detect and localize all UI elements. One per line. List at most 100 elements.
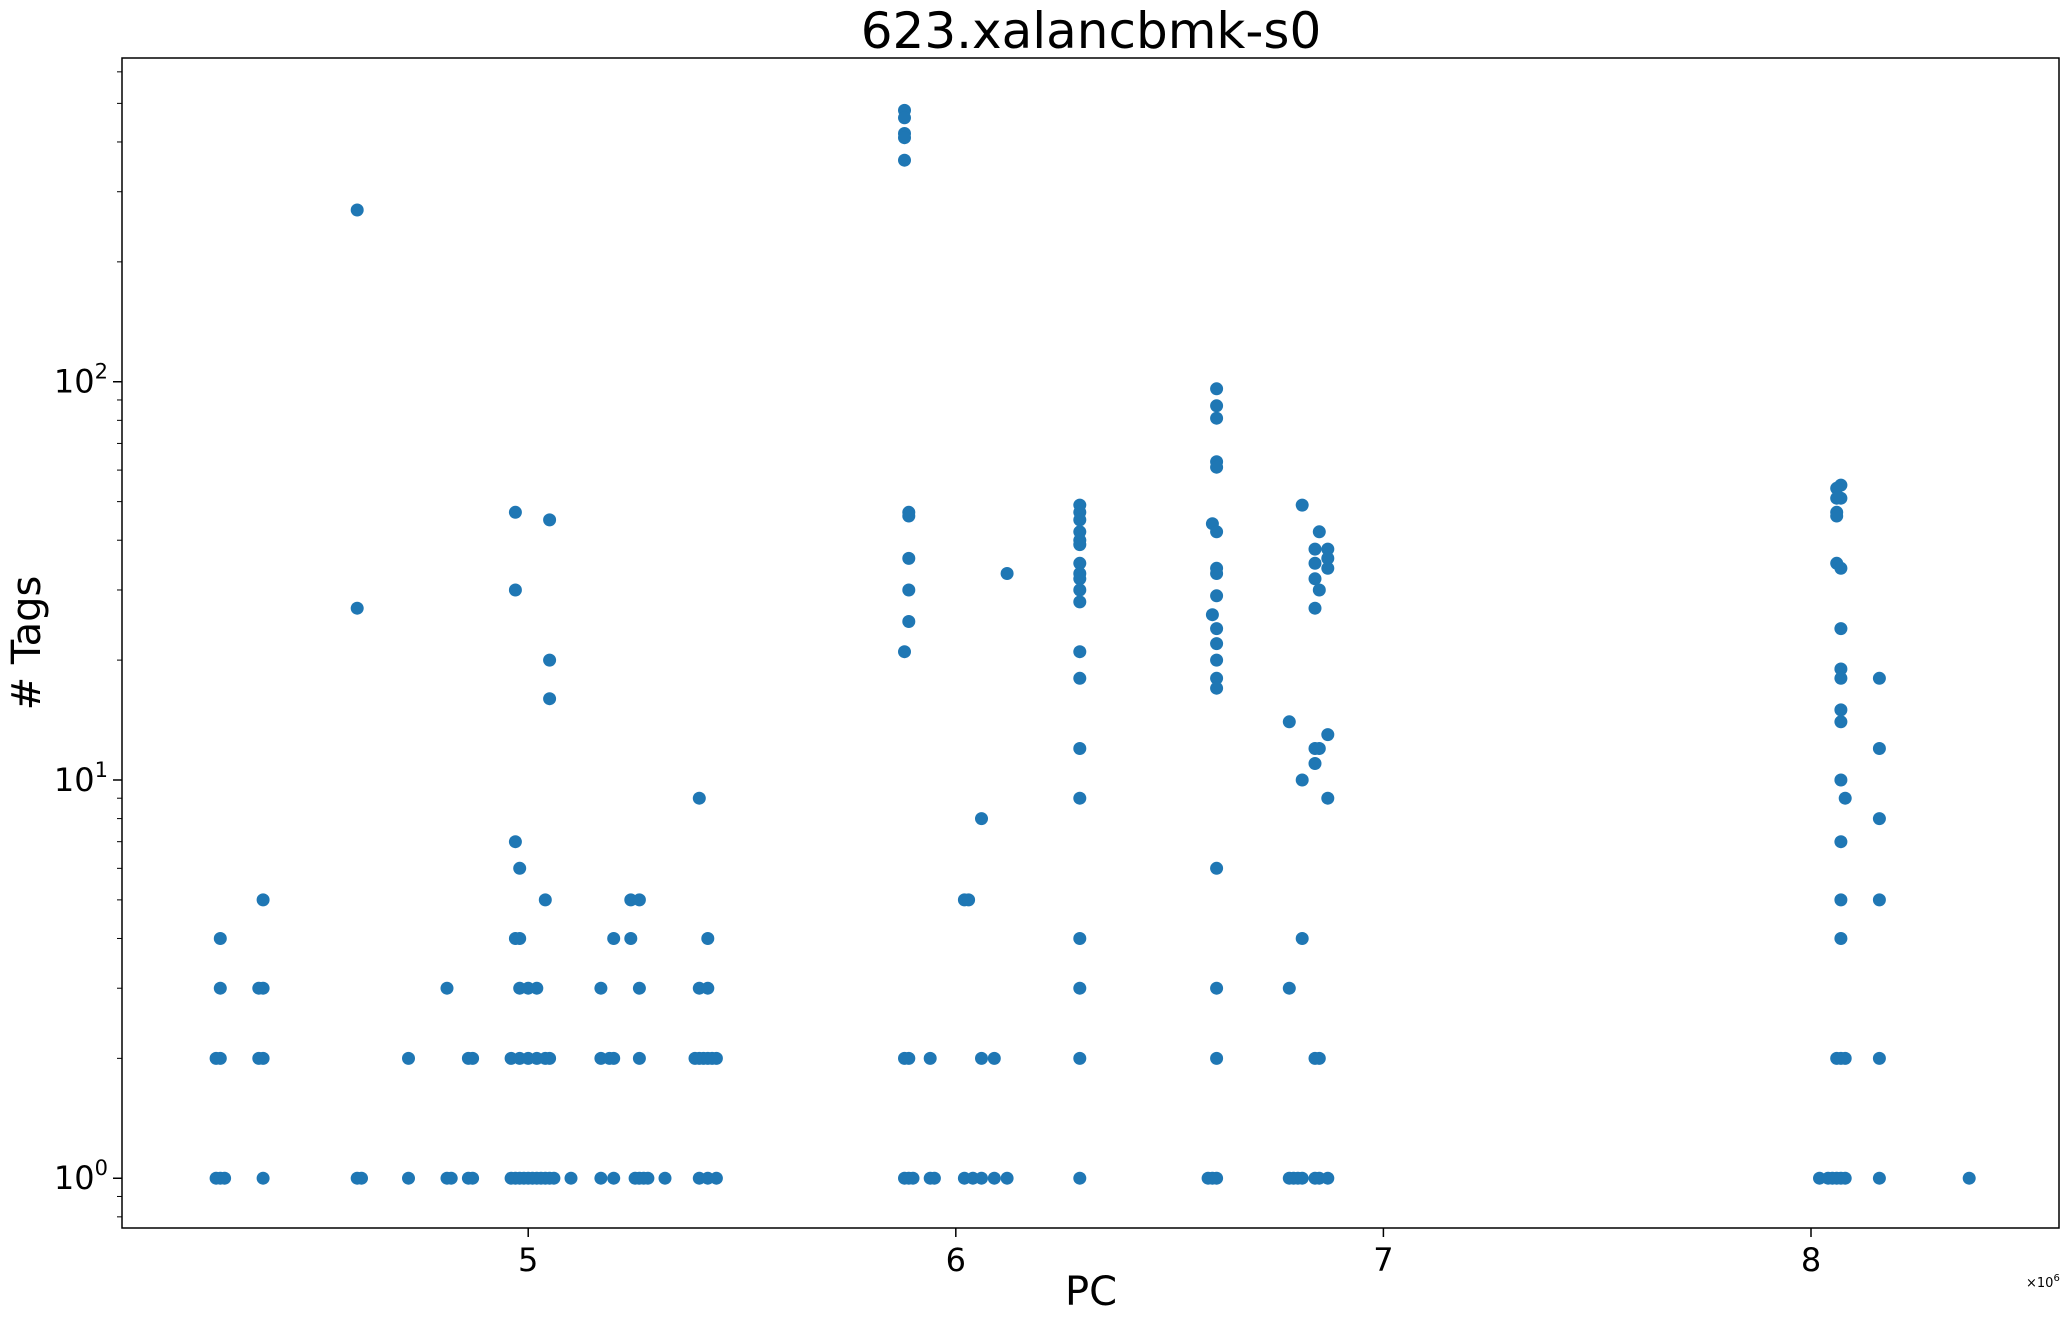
data-point-135 [1073,1171,1087,1185]
data-point-54 [543,692,557,706]
data-point-86 [709,1171,723,1185]
data-point-137 [1210,399,1224,413]
data-point-6 [218,1171,232,1185]
x-tick-label: 5 [518,1241,538,1279]
data-point-112 [975,1051,988,1065]
data-point-113 [987,1051,1001,1065]
data-point-27 [508,583,522,597]
data-point-34 [530,981,544,995]
data-point-163 [1295,498,1309,512]
data-point-157 [1210,1171,1224,1185]
data-point-29 [513,861,527,875]
data-point-149 [1210,653,1224,667]
data-point-63 [607,1171,621,1185]
data-points [209,103,1976,1185]
data-point-94 [902,551,916,565]
data-point-125 [1073,572,1087,586]
y-tick-label: 102 [54,360,108,401]
data-point-14 [350,601,364,615]
y-axis-ticks: 100 101 102 [54,71,122,1218]
data-point-28 [508,835,522,849]
data-point-167 [1312,525,1326,539]
data-point-170 [1308,572,1322,586]
data-point-134 [1073,1051,1087,1065]
data-point-182 [1321,561,1335,575]
data-point-90 [898,131,911,145]
x-tick-label: 8 [1801,1241,1821,1279]
data-point-132 [1073,932,1087,945]
data-point-59 [594,1171,608,1185]
y-tick-label: 101 [54,758,108,799]
data-point-103 [923,1051,937,1065]
data-point-131 [1073,791,1087,805]
data-point-206 [1838,791,1852,805]
data-point-152 [1210,861,1224,875]
data-point-219 [1962,1171,1976,1185]
data-point-197 [1830,509,1844,523]
data-point-96 [902,615,916,628]
x-tick-label: 7 [1373,1241,1393,1279]
data-point-213 [1872,671,1886,685]
data-point-169 [1308,556,1322,570]
data-point-175 [1308,757,1322,770]
data-point-40 [543,1051,557,1065]
data-point-130 [1073,742,1087,755]
data-point-200 [1834,622,1848,636]
data-point-168 [1308,542,1322,556]
data-point-126 [1073,583,1087,597]
data-point-195 [1830,491,1844,505]
data-point-158 [1282,715,1296,729]
data-point-51 [547,1171,561,1185]
data-point-55 [538,893,552,907]
data-point-26 [508,505,522,519]
data-point-77 [701,981,715,995]
data-point-183 [1321,728,1335,742]
data-point-56 [564,1171,578,1185]
data-point-66 [624,932,638,945]
data-point-23 [466,1051,480,1065]
data-point-62 [607,1051,621,1065]
data-point-144 [1210,567,1224,580]
data-point-201 [1834,662,1848,676]
data-point-147 [1210,622,1224,636]
data-point-12 [256,1171,270,1185]
data-point-111 [975,812,988,826]
x-axis-label: PC [1065,1269,1117,1315]
data-point-140 [1210,460,1224,474]
data-point-60 [607,932,621,945]
data-point-146 [1205,608,1219,622]
data-point-191 [1838,1171,1852,1185]
data-point-3 [209,1051,223,1065]
data-point-193 [1830,481,1844,495]
chart-title: 623.xalancbmk-s0 [861,2,1322,60]
data-point-1 [213,981,227,995]
y-tick-label: 100 [54,1156,108,1197]
data-point-21 [444,1171,458,1185]
data-point-185 [1321,1171,1335,1185]
data-point-19 [440,981,454,995]
data-point-184 [1321,791,1335,805]
data-point-181 [1321,551,1335,565]
data-point-177 [1312,1051,1326,1065]
data-point-119 [1073,513,1087,527]
data-point-0 [213,932,227,945]
data-point-52 [543,513,557,527]
data-point-136 [1210,382,1224,396]
data-point-214 [1872,742,1886,755]
data-point-174 [1312,742,1326,755]
data-point-212 [1838,1051,1852,1065]
data-point-105 [927,1171,941,1185]
data-point-129 [1073,671,1087,685]
data-point-11 [252,1051,266,1065]
data-point-217 [1872,1051,1886,1065]
data-point-91 [898,153,911,167]
data-point-102 [906,1171,920,1185]
data-point-99 [902,1051,916,1065]
data-point-142 [1210,525,1224,539]
x-axis-ticks: 5 6 7 8 [518,1228,1821,1279]
data-point-31 [513,932,527,945]
data-point-93 [902,509,916,523]
y-axis-label: # Tags [4,576,50,711]
data-point-9 [252,981,266,995]
